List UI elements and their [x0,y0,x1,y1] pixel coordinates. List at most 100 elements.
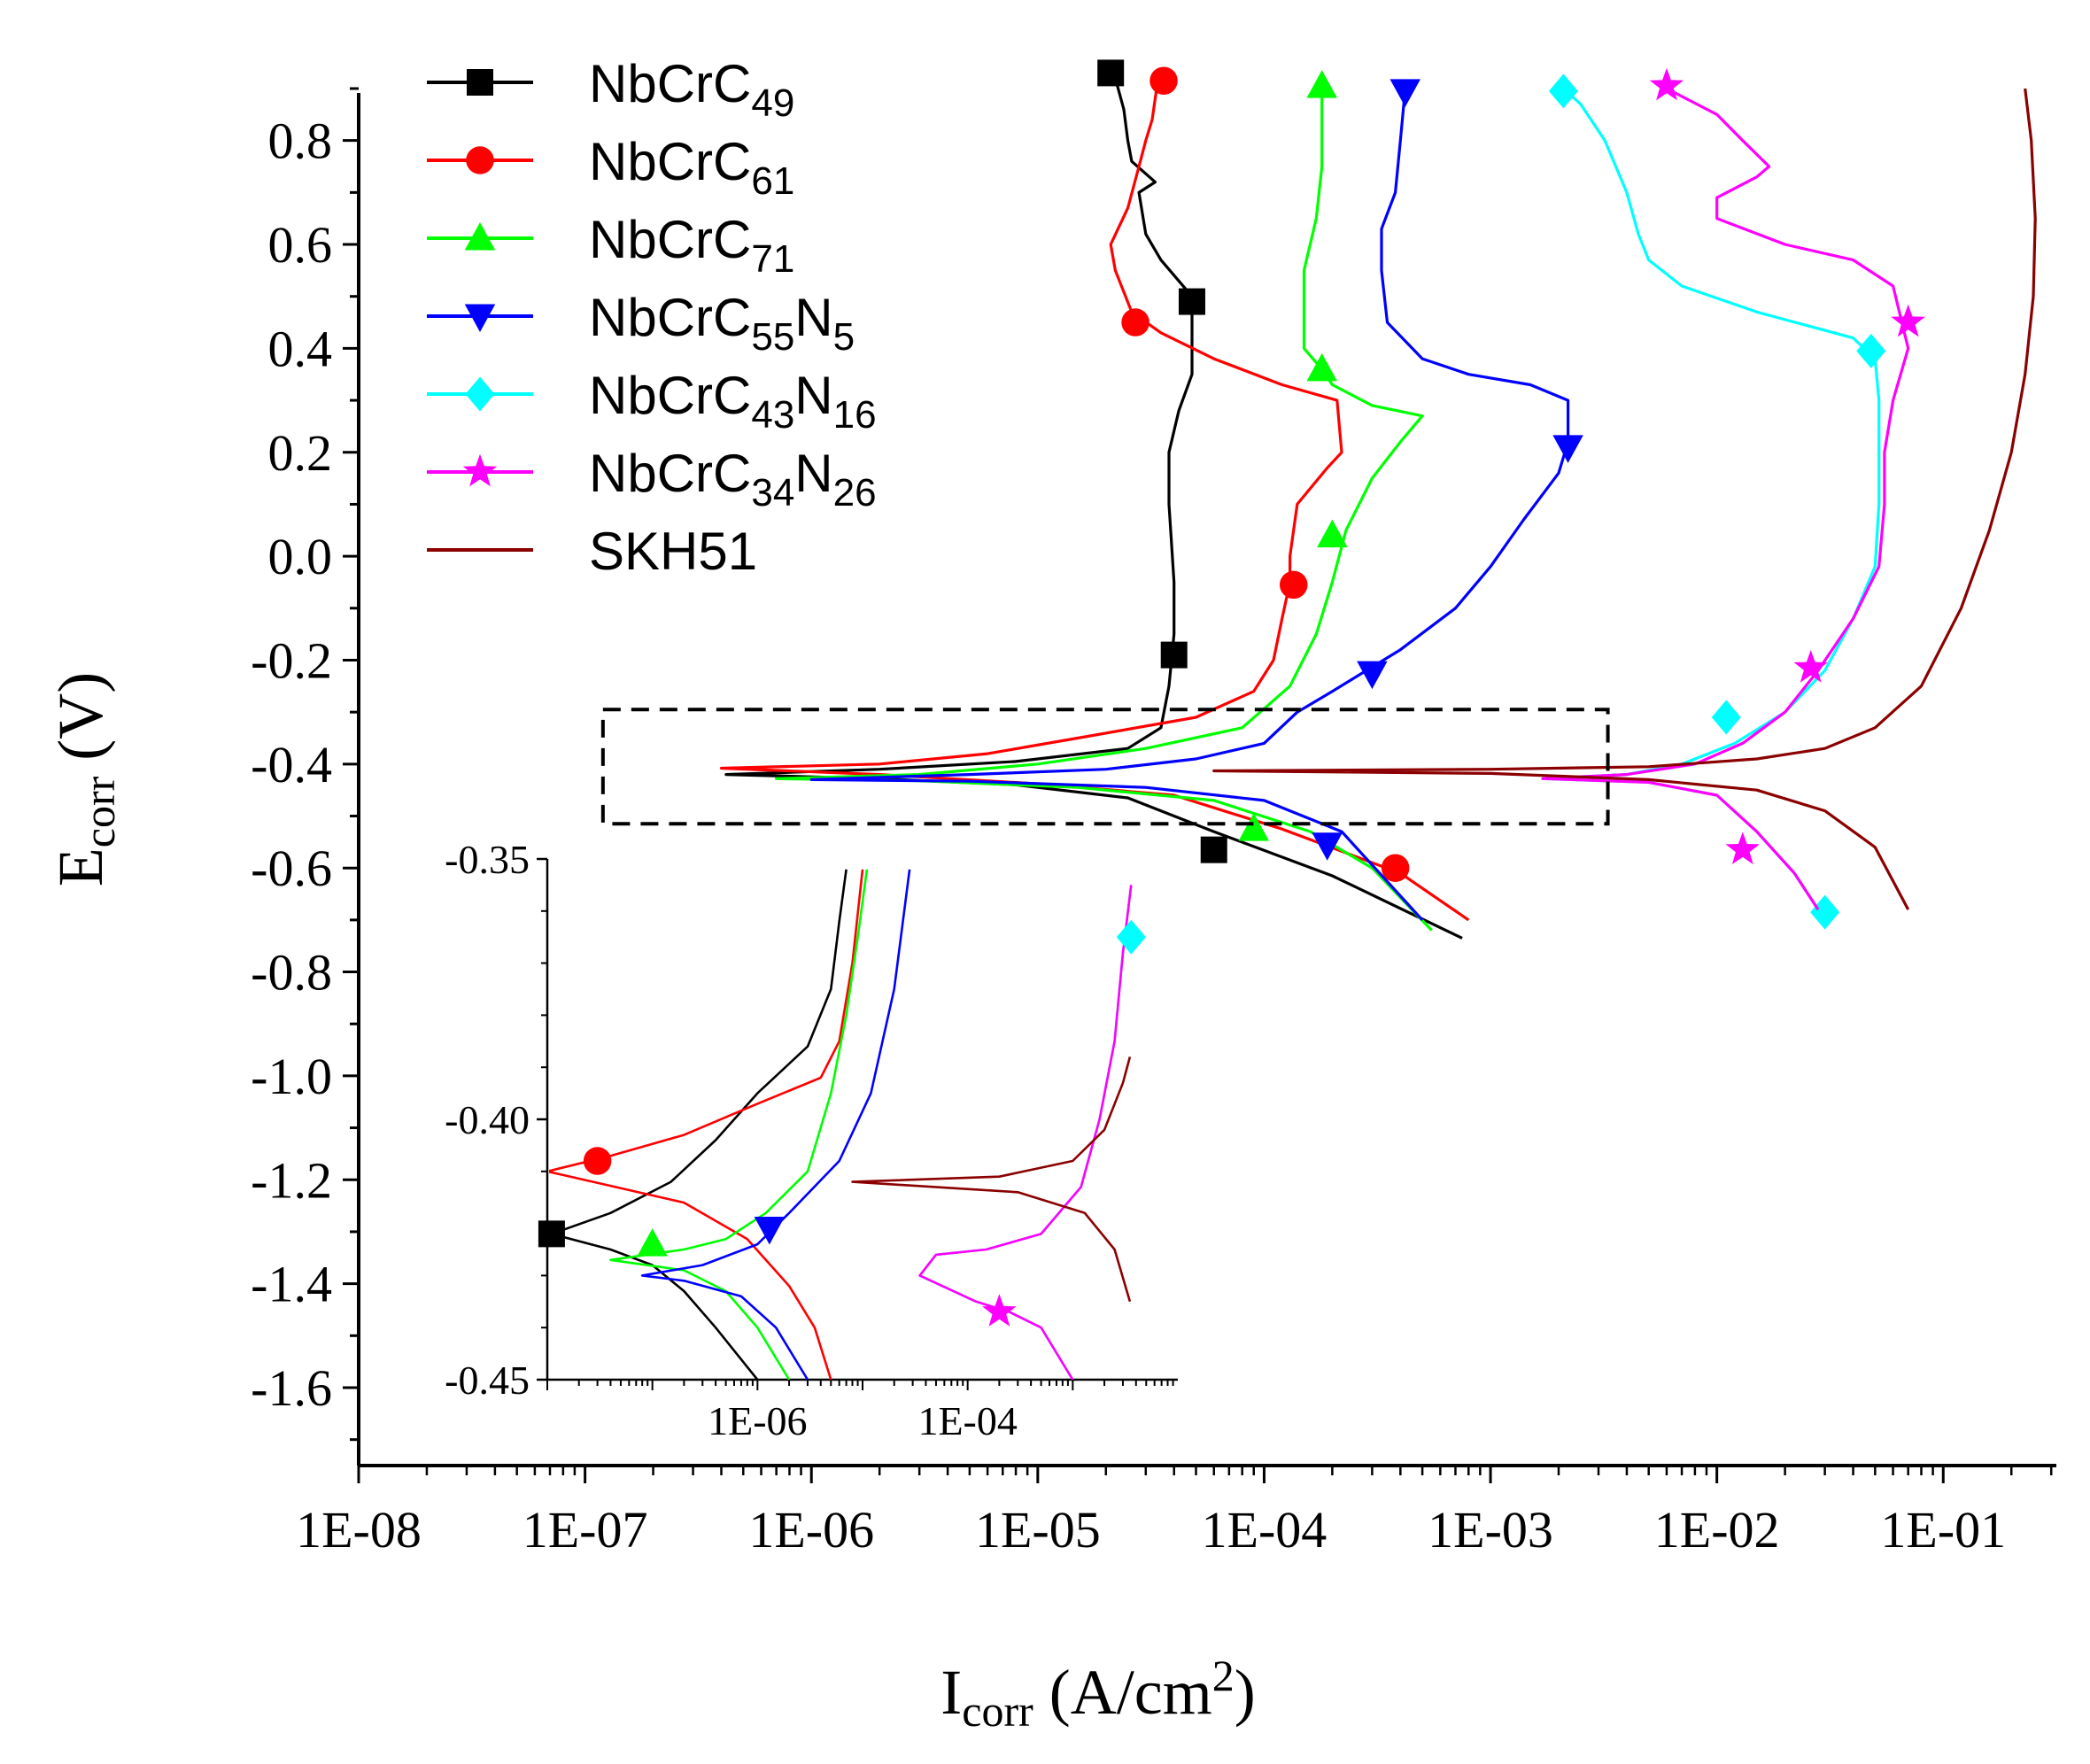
y-tick-label: -0.8 [251,944,332,1002]
legend-marker-NbCrC61 [466,146,494,174]
series-line-NbCrC71 [775,89,1433,932]
main-plot-area: 0.8 0.6 0.4 0.2 0.0 -0.2 -0.4 -0.6 -0.8 -1.0 -1.2 -… [251,59,2056,1559]
legend-label: NbCrC61 [589,132,794,203]
y-tick-label: -1.4 [251,1256,332,1313]
legend-label-el2: N [794,444,832,503]
marker-NbCrC49 [1160,641,1188,669]
x-tick-label: 1E-01 [1880,1501,2006,1559]
y-tick-label: 0.8 [268,112,333,170]
marker-NbCrC71 [1306,352,1337,382]
x-tick-label: 1E-08 [296,1501,422,1559]
inset-line-NbCrC49 [550,869,848,1380]
inset-series-NbCrC61 [549,869,864,1380]
legend-label-sub2: 5 [833,315,855,359]
legend-entry-NbCrC55N5: NbCrC55N5 [427,288,855,359]
legend-marker-NbCrC49 [467,69,493,96]
inset-line-NbCrC43N16 [918,885,1133,1380]
inset-marker-NbCrC71 [637,1228,668,1257]
marker-NbCrC43N16 [1548,74,1578,109]
x-title-unit-post: ) [1235,1657,1256,1728]
y-tick-label: -0.4 [251,736,332,793]
legend-label-sub1: 55 [751,315,794,359]
marker-NbCrC49 [1200,836,1227,863]
x-title-unit-pre: (A/cm [1033,1657,1212,1728]
inset-series-NbCrC71 [609,869,869,1380]
x-title-main: I [940,1657,962,1728]
y-tick-label: -0.6 [251,839,332,897]
legend-label-sub1: 71 [751,237,794,281]
legend-label-base: NbCrC [589,132,751,191]
legend-label: NbCrC43N16 [589,366,877,437]
x-tick-label: 1E-05 [975,1501,1101,1559]
marker-NbCrC71 [1317,519,1348,548]
legend-label: NbCrC55N5 [589,288,855,359]
marker-NbCrC61 [1381,854,1410,882]
legend-label-base: SKH51 [589,522,757,581]
inset-marker-NbCrC34N26 [982,1294,1017,1327]
series-line-NbCrC55N5 [809,88,1570,921]
y-tick-label: 0.2 [268,424,333,482]
marker-NbCrC61 [1150,66,1178,95]
legend-label-base: NbCrC [589,288,751,347]
x-tick-label: 1E-03 [1428,1501,1553,1559]
zoom-box [600,708,1610,826]
y-tick-label: -1.6 [251,1359,332,1417]
inset-marker-NbCrC43N16 [1116,919,1146,955]
inset-marker-NbCrC61 [583,1147,612,1175]
marker-NbCrC71 [1238,813,1269,841]
y-tick-label: 0.6 [268,216,333,274]
inset-x-tick-label: 1E-06 [708,1398,807,1443]
legend-marker-NbCrC34N26 [462,453,498,487]
legend-entry-SKH51: SKH51 [427,522,757,581]
x-tick-label: 1E-02 [1654,1501,1780,1559]
legend-label-base: NbCrC [589,366,751,425]
y-axis-title: Ecorr (V) [45,672,124,886]
x-tick-label: 1E-07 [522,1501,648,1559]
series-SKH51 [1212,88,2037,910]
legend-entry-NbCrC49: NbCrC49 [427,54,794,125]
marker-NbCrC34N26 [1891,304,1925,337]
marker-NbCrC43N16 [1810,894,1840,930]
marker-NbCrC55N5 [1552,435,1583,463]
x-tick-label: 1E-06 [748,1501,874,1559]
series-NbCrC71 [775,70,1433,932]
y-title-unit: (V) [45,672,116,777]
x-tick-label: 1E-04 [1202,1501,1328,1559]
y-tick-label: -0.2 [251,631,332,689]
marker-NbCrC49 [1178,288,1205,315]
legend-label-sub2: 16 [833,393,877,437]
legend-label-sub1: 49 [751,81,794,125]
marker-NbCrC34N26 [1793,650,1828,683]
inset-series-NbCrC34N26 [918,885,1133,1380]
series-NbCrC34N26 [1541,67,1925,910]
inset-series-group [549,869,1133,1380]
marker-NbCrC55N5 [1312,832,1343,861]
legend-entry-NbCrC43N16: NbCrC43N16 [427,366,877,437]
inset-x-tick-label: 1E-04 [917,1398,1017,1443]
x-axis-title: Icorr (A/cm2) [940,1651,1255,1736]
inset-marker-NbCrC49 [538,1220,565,1248]
inset-line-NbCrC55N5 [640,869,911,1380]
legend-label: NbCrC49 [589,54,794,125]
y-title-sub: corr [74,776,124,847]
legend-label: NbCrC34N26 [589,444,877,514]
legend-label-sub1: 61 [751,159,794,203]
series-line-NbCrC34N26 [1541,87,1910,910]
legend-marker-NbCrC43N16 [465,376,495,412]
marker-NbCrC55N5 [1389,79,1421,107]
marker-NbCrC61 [1280,570,1308,600]
legend-label-sub1: 34 [751,471,794,514]
legend-label: NbCrC71 [589,210,794,281]
marker-NbCrC34N26 [1649,67,1684,101]
inset-line-NbCrC34N26 [918,885,1133,1380]
series-line-SKH51 [1212,88,2037,910]
legend-label-el2: N [794,366,832,425]
legend-label-sub2: 26 [833,471,877,514]
inset-series-SKH51 [851,1056,1132,1303]
legend-entry-NbCrC71: NbCrC71 [427,210,794,281]
y-title-main: E [45,847,116,886]
legend-marker-NbCrC71 [464,222,496,251]
marker-NbCrC61 [1121,308,1150,337]
inset-plot-area: -0.35 -0.40 -0.45 1E-06 1E-04 [445,837,1178,1443]
